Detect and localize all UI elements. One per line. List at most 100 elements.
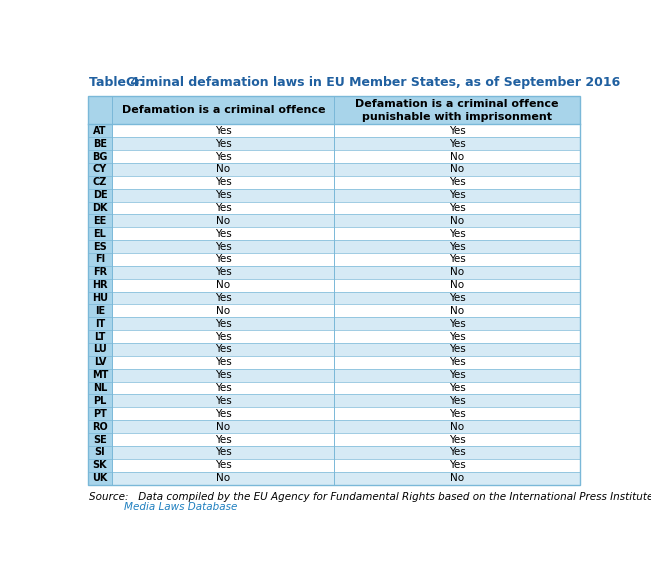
Text: PL: PL [93,396,107,406]
Text: Yes: Yes [215,203,232,213]
Bar [335,305,579,318]
Text: No: No [216,216,230,226]
Bar [88,253,113,266]
Bar [88,189,113,202]
Bar [113,420,335,433]
Bar [335,138,579,150]
Text: No: No [450,422,464,432]
Text: Yes: Yes [449,435,465,445]
Bar [88,266,113,279]
Text: HU: HU [92,293,108,303]
Text: Criminal defamation laws in EU Member States, as of September 2016: Criminal defamation laws in EU Member St… [126,76,620,89]
Bar [113,433,335,446]
Bar [88,150,113,163]
Bar [113,459,335,472]
Bar [88,472,113,485]
Text: EE: EE [93,216,107,226]
Text: Media Laws Database: Media Laws Database [124,502,238,512]
Bar [113,395,335,407]
Bar [335,318,579,330]
Bar [88,125,113,138]
Bar [113,228,335,240]
Text: DK: DK [92,203,107,213]
Text: Yes: Yes [215,358,232,368]
Text: BG: BG [92,152,107,162]
Bar [88,420,113,433]
Text: Yes: Yes [449,383,465,393]
Bar [88,356,113,369]
Bar [113,215,335,228]
Bar [113,407,335,420]
Text: No: No [450,152,464,162]
Bar [335,125,579,138]
Text: RO: RO [92,422,108,432]
Text: Yes: Yes [215,345,232,355]
Text: Yes: Yes [215,383,232,393]
Text: Yes: Yes [215,370,232,380]
Bar [335,163,579,176]
Bar [113,343,335,356]
Bar [113,176,335,189]
Bar [113,369,335,382]
Bar [335,433,579,446]
Text: Yes: Yes [215,460,232,470]
Text: Yes: Yes [215,268,232,278]
Bar [335,446,579,459]
Bar [113,202,335,215]
Text: Yes: Yes [449,293,465,303]
Bar [335,395,579,407]
Text: Yes: Yes [449,358,465,368]
Text: Yes: Yes [449,460,465,470]
Text: ES: ES [93,242,107,252]
Text: Yes: Yes [215,190,232,200]
Bar [113,150,335,163]
Bar [335,420,579,433]
Text: MT: MT [92,370,108,380]
Text: Yes: Yes [449,255,465,265]
Bar [113,138,335,150]
Text: Yes: Yes [449,126,465,136]
Text: Yes: Yes [449,242,465,252]
Text: Defamation is a criminal offence
punishable with imprisonment: Defamation is a criminal offence punisha… [355,99,559,122]
Bar [335,343,579,356]
Bar [335,228,579,240]
Text: No: No [450,268,464,278]
Text: IT: IT [95,319,105,329]
Bar [335,240,579,253]
Text: Yes: Yes [449,229,465,239]
Text: No: No [450,306,464,316]
Text: No: No [450,280,464,290]
Bar [88,459,113,472]
Bar [335,292,579,305]
Bar [88,240,113,253]
Text: Yes: Yes [215,242,232,252]
Text: Yes: Yes [215,152,232,162]
Bar [335,356,579,369]
Bar [335,266,579,279]
Bar [335,202,579,215]
Text: CZ: CZ [93,178,107,188]
Text: BE: BE [93,139,107,149]
Text: Yes: Yes [215,396,232,406]
Text: DE: DE [92,190,107,200]
Text: Yes: Yes [449,332,465,342]
Bar [335,330,579,343]
Bar [88,318,113,330]
Bar [335,279,579,292]
Bar [88,279,113,292]
Bar [113,292,335,305]
Text: Yes: Yes [215,293,232,303]
Bar [88,382,113,395]
Bar [88,330,113,343]
Bar [335,215,579,228]
Bar [335,189,579,202]
Bar [88,292,113,305]
Text: Yes: Yes [449,396,465,406]
Bar [88,369,113,382]
Bar [113,240,335,253]
Bar [113,446,335,459]
Text: Yes: Yes [449,190,465,200]
Text: Yes: Yes [215,447,232,457]
Text: AT: AT [93,126,107,136]
Text: Yes: Yes [449,370,465,380]
